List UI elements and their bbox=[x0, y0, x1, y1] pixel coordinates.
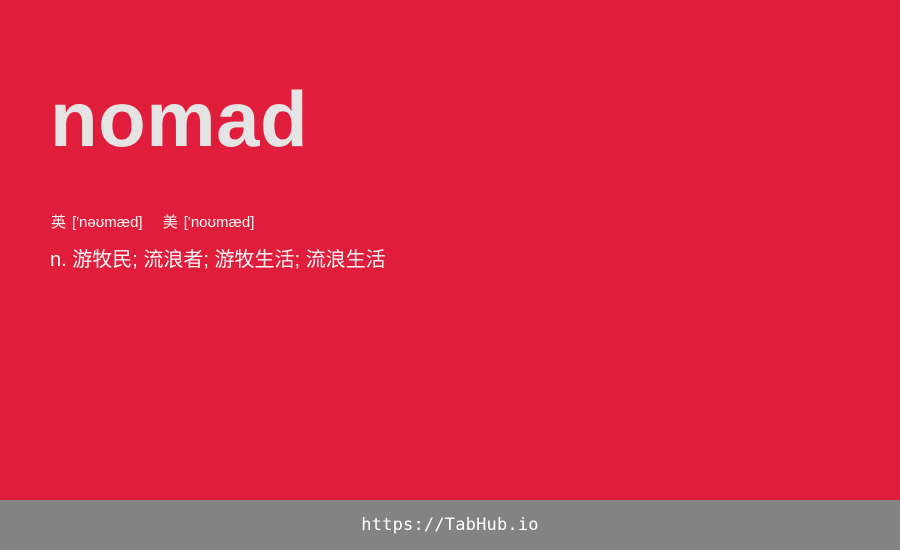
phonetic-uk-region: 英 bbox=[51, 214, 67, 231]
tabhub-link[interactable]: https://TabHub.io bbox=[361, 515, 539, 535]
phonetic-us-region: 美 bbox=[162, 214, 178, 231]
phonetic-us-ipa: ['noʊmæd] bbox=[183, 214, 255, 231]
phonetic-uk: 英 ['nəʊmæd] bbox=[51, 212, 143, 234]
headword: nomad bbox=[50, 75, 309, 163]
definition-text: n. 游牧民; 流浪者; 游牧生活; 流浪生活 bbox=[50, 249, 386, 271]
word-card: nomad 英 ['nəʊmæd] 美 ['noʊmæd] n. 游牧民; 流浪者;… bbox=[0, 0, 900, 500]
footer-bar: https://TabHub.io bbox=[0, 500, 900, 550]
phonetic-uk-ipa: ['nəʊmæd] bbox=[72, 214, 143, 231]
phonetics-row: 英 ['nəʊmæd] 美 ['noʊmæd] bbox=[51, 212, 254, 234]
phonetic-us: 美 ['noʊmæd] bbox=[163, 212, 255, 234]
